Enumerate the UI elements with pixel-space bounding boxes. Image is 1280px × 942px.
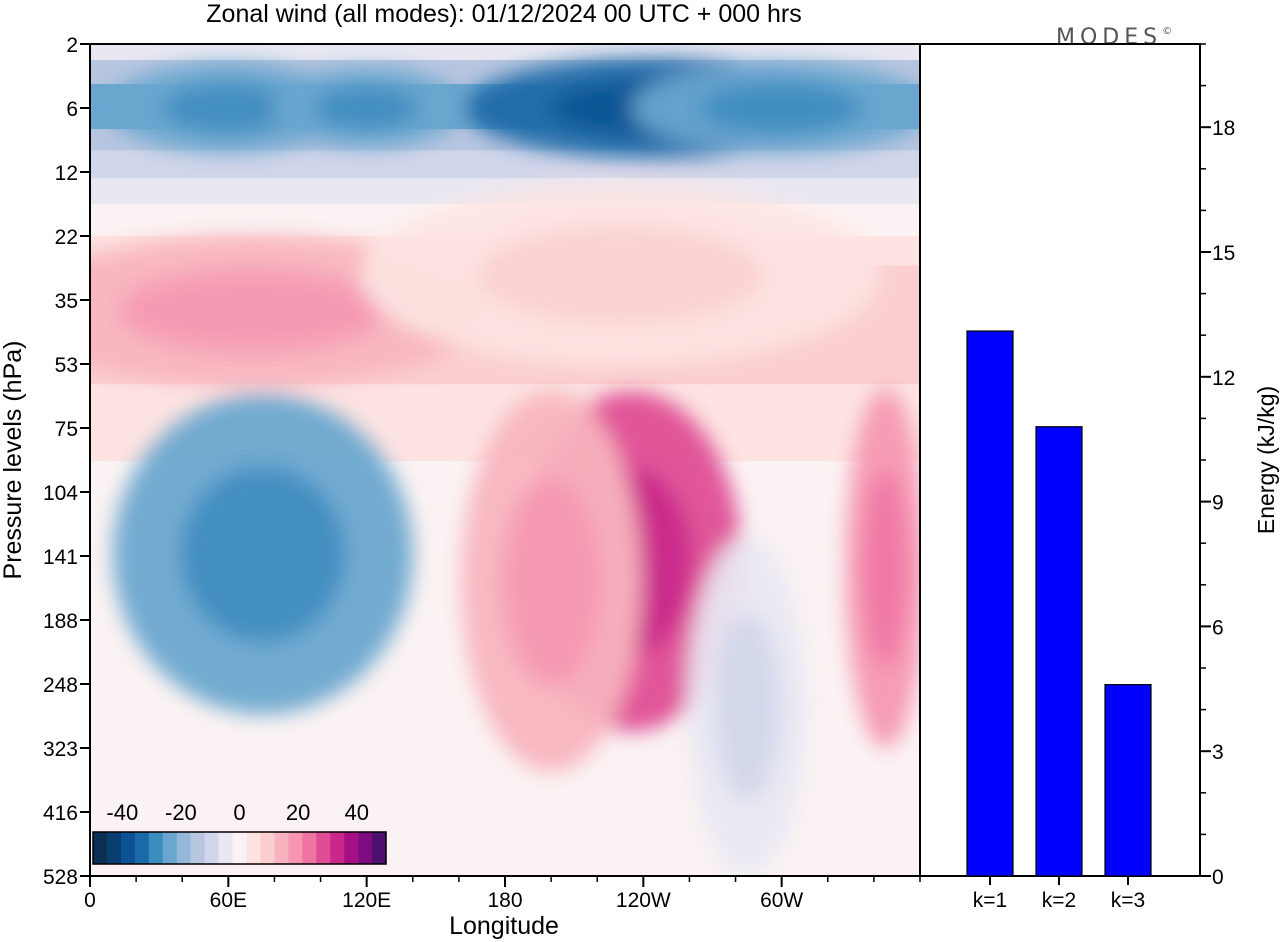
heatmap-feature-core <box>501 477 601 687</box>
energy-tick-label: 0 <box>1212 866 1224 889</box>
colorbar-swatch <box>274 832 289 864</box>
y-tick-label: 416 <box>43 802 78 825</box>
y-tick-label: 22 <box>55 226 78 249</box>
y-tick-label: 141 <box>43 546 78 569</box>
bar-category-label: k=3 <box>1111 889 1145 912</box>
colorbar-swatch <box>288 832 303 864</box>
x-tick-label: 120E <box>342 889 391 912</box>
heatmap-feature-core <box>699 83 865 133</box>
heatmap-feature-core <box>162 83 295 133</box>
y-tick-label: 53 <box>55 354 78 377</box>
energy-tick-label: 18 <box>1212 117 1235 140</box>
y-tick-label: 188 <box>43 610 78 633</box>
heatmap-feature-core <box>180 466 346 643</box>
energy-bar-chart: k=1 k=2 k=3 0 3 6 9 12 15 18 <box>919 43 1235 912</box>
y-tick-label: 248 <box>43 674 78 697</box>
y-tick-label: 528 <box>43 866 78 889</box>
heatmap-band <box>90 150 920 179</box>
colorbar: -40 -20 0 20 40 <box>92 800 387 865</box>
colorbar-swatch <box>106 832 122 864</box>
energy-tick-label: 15 <box>1212 242 1235 265</box>
colorbar-swatch <box>344 832 359 864</box>
energy-axis-label: Energy (kJ/kg) <box>1253 386 1279 534</box>
colorbar-tick-label: -40 <box>106 800 138 825</box>
energy-bar <box>1035 426 1083 877</box>
y-tick-label: 2 <box>66 34 78 57</box>
colorbar-swatch <box>316 832 331 864</box>
energy-tick-label: 9 <box>1212 492 1224 515</box>
colorbar-tick-label: 0 <box>233 800 245 825</box>
colorbar-swatch <box>358 832 373 864</box>
colorbar-swatch <box>190 832 205 864</box>
y-tick-label: 6 <box>66 98 78 121</box>
colorbar-swatch <box>372 832 387 864</box>
colorbar-frame <box>92 831 387 865</box>
colorbar-swatch <box>93 832 108 864</box>
y-tick-label: 104 <box>43 482 78 505</box>
colorbar-swatch <box>246 832 261 864</box>
modes-logo-mark: © <box>1162 26 1177 37</box>
heatmap-feature-core <box>714 613 781 801</box>
colorbar-swatch <box>204 832 219 864</box>
energy-bar <box>966 330 1014 877</box>
x-tick-label: 60W <box>760 889 803 912</box>
zonal-wind-heatmap <box>89 43 921 877</box>
colorbar-swatch <box>232 832 247 864</box>
y-tick-label: 323 <box>43 738 78 761</box>
chart-title: Zonal wind (all modes): 01/12/2024 00 UT… <box>206 0 801 28</box>
energy-tick-label: 6 <box>1212 616 1224 639</box>
heatmap-band <box>90 44 920 60</box>
bar-category-label: k=1 <box>973 889 1007 912</box>
colorbar-swatch <box>330 832 345 864</box>
energy-bars: k=1 k=2 k=3 <box>966 330 1152 912</box>
x-tick-label: 0 <box>84 889 96 912</box>
colorbar-swatch <box>176 832 191 864</box>
colorbar-swatch <box>134 832 150 864</box>
heatmap-axes: 2 6 12 22 35 53 75 104 141 188 248 323 416 528 0 60E 120… <box>43 34 921 912</box>
heatmap-features <box>90 58 920 876</box>
energy-axis: 0 3 6 9 12 15 18 <box>1200 43 1235 889</box>
colorbar-swatch <box>260 832 275 864</box>
heatmap-feature-core <box>863 469 908 668</box>
y-tick-label: 35 <box>55 290 78 313</box>
colorbar-swatch <box>218 832 233 864</box>
x-tick-label: 60E <box>210 889 247 912</box>
y-tick-label: 12 <box>55 162 78 185</box>
heatmap-contours <box>90 44 920 876</box>
energy-bar <box>1104 684 1152 877</box>
y-axis-label: Pressure levels (hPa) <box>0 341 27 580</box>
colorbar-tick-label: 20 <box>286 800 310 825</box>
heatmap-feature-core <box>119 269 384 352</box>
x-tick-label: 180 <box>487 889 522 912</box>
colorbar-swatch <box>162 832 178 864</box>
colorbar-tick-label: 40 <box>344 800 368 825</box>
energy-tick-label: 12 <box>1212 367 1235 390</box>
heatmap-feature-core <box>314 86 419 130</box>
bar-category-label: k=2 <box>1042 889 1076 912</box>
y-tick-label: 75 <box>55 418 78 441</box>
energy-tick-label: 3 <box>1212 741 1224 764</box>
heatmap-feature-core <box>477 225 764 325</box>
colorbar-swatch <box>120 832 136 864</box>
colorbar-swatch <box>302 832 317 864</box>
colorbar-swatch <box>148 832 164 864</box>
x-tick-label: 120W <box>616 889 671 912</box>
x-axis-label: Longitude <box>449 912 559 940</box>
colorbar-tick-label: -20 <box>165 800 197 825</box>
